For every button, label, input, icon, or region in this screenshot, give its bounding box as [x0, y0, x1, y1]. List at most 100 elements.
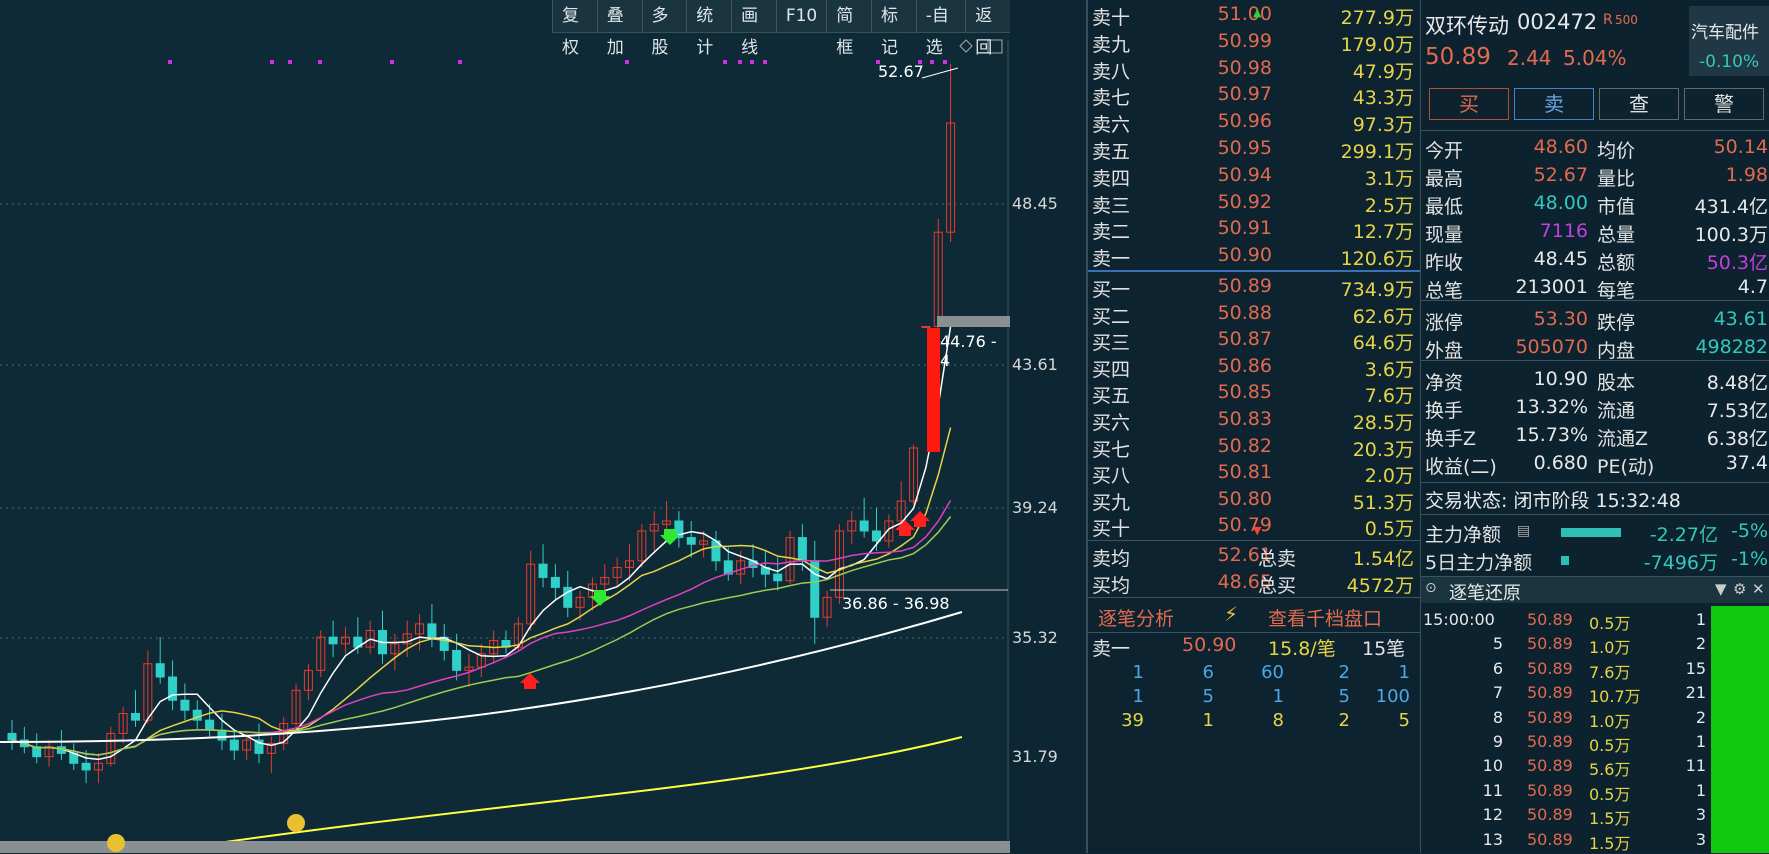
filter-icon[interactable]: ▼: [1715, 580, 1727, 598]
ask-row[interactable]: 卖五 50.95 299.1万: [1088, 135, 1420, 163]
ticks-title: 逐笔还原: [1449, 583, 1521, 604]
quote-value: 48.60: [1533, 136, 1588, 158]
kline-canvas[interactable]: [0, 0, 1010, 853]
level-label: 买五: [1092, 385, 1131, 408]
quote-row: 净资 10.90 股本 8.48亿: [1421, 366, 1769, 394]
flow-pct: -5%: [1731, 520, 1768, 542]
ask-row[interactable]: 卖一 50.90 120.6万: [1088, 242, 1420, 270]
ask-row[interactable]: 卖六 50.96 97.3万: [1088, 108, 1420, 136]
candle-body: [44, 746, 54, 758]
tick-price: 50.89: [1527, 610, 1573, 629]
bid-row[interactable]: 买九 50.80 51.3万: [1088, 486, 1420, 514]
tick-price: 50.89: [1527, 805, 1573, 825]
buy-button[interactable]: 买: [1429, 88, 1509, 120]
tick-time: 12: [1482, 805, 1503, 825]
candle-body: [155, 663, 165, 678]
bid-row[interactable]: 买十 50.79 0.5万: [1088, 512, 1420, 540]
ask-row[interactable]: 卖八 50.98 47.9万: [1088, 55, 1420, 83]
toolbar-button-9[interactable]: 返回: [965, 0, 1010, 58]
candle-body: [180, 699, 190, 711]
divider: [1421, 300, 1769, 301]
toolbar-button-4[interactable]: 画线: [731, 0, 776, 58]
toolbar-button-5[interactable]: F10: [775, 0, 826, 32]
level-volume: 47.9万: [1352, 60, 1414, 83]
sell-button[interactable]: 卖: [1514, 88, 1594, 120]
tick-time: 6: [1492, 658, 1503, 678]
candle-body: [291, 689, 301, 724]
ask-row[interactable]: 卖二 50.91 12.7万: [1088, 215, 1420, 243]
sell1-price: 50.90: [1182, 634, 1237, 656]
level-label: 卖九: [1092, 33, 1131, 56]
bid-row[interactable]: 买八 50.81 2.0万: [1088, 459, 1420, 487]
quote-value: 505070: [1515, 336, 1588, 358]
toolbar-button-8[interactable]: -自选: [915, 0, 965, 58]
candle-body: [81, 762, 91, 771]
quote-value: 6.38亿: [1706, 428, 1768, 450]
alert-button[interactable]: 警: [1684, 88, 1764, 120]
quote-label: PE(动): [1597, 456, 1655, 478]
ask-row[interactable]: 卖十 51.00 277.9万: [1088, 1, 1420, 29]
candle-body: [872, 530, 881, 542]
tab-tick-analysis[interactable]: 逐笔分析: [1098, 608, 1175, 630]
candle-body: [427, 623, 437, 638]
tick-volume: 7.6万: [1589, 662, 1631, 682]
tick-price: 50.89: [1527, 707, 1573, 727]
ask-row[interactable]: 卖七 50.97 43.3万: [1088, 81, 1420, 109]
tick-count: 2: [1695, 707, 1706, 727]
candle-body: [686, 537, 696, 545]
tick-price: 50.89: [1527, 732, 1573, 751]
bid-row[interactable]: 买一 50.89 734.9万: [1088, 273, 1420, 301]
signal-dot: [876, 60, 880, 64]
candle-body: [847, 520, 857, 532]
quote-label: 昨收: [1425, 252, 1464, 274]
bid-row[interactable]: 买七 50.82 20.3万: [1088, 433, 1420, 461]
stock-tag: R: [1603, 12, 1613, 28]
tick-price: 50.89: [1527, 829, 1573, 849]
level-price: 50.95: [1217, 137, 1272, 159]
tab-depth-view[interactable]: 查看千档盘口: [1268, 608, 1383, 630]
gear-icon[interactable]: ⚙: [1733, 580, 1747, 598]
sector-box[interactable]: 汽车配件 -0.10%: [1689, 6, 1769, 76]
kline-chart[interactable]: 复权 叠加 多股 统计 画线 F10 简框 标记 -自选 返回 52.67 44.76 - 4 36.…: [0, 0, 1010, 853]
toolbar-button-1[interactable]: 叠加: [596, 0, 642, 58]
sell1-detail-row: 卖一 50.90 15.8/笔 15笔: [1092, 634, 1418, 660]
level-label: 卖四: [1092, 167, 1131, 190]
quote-value: 15.73%: [1515, 424, 1588, 446]
candle-body: [402, 633, 412, 645]
ticks-header: ⊙ 逐笔还原 ▼ ⚙ ✕: [1421, 577, 1769, 604]
order-size-cell: 5: [1202, 686, 1214, 707]
candle-body: [550, 576, 560, 588]
ask-row[interactable]: 卖三 50.92 2.5万: [1088, 189, 1420, 217]
order-size-cell: 8: [1272, 710, 1284, 731]
toolbar-button-3[interactable]: 统计: [686, 0, 731, 58]
signal-dot: [288, 60, 292, 64]
stock-tag-number: 500: [1615, 13, 1638, 27]
bid-row[interactable]: 买三 50.87 64.6万: [1088, 326, 1420, 354]
ma120-line: [149, 736, 963, 853]
level-volume: 2.5万: [1364, 194, 1414, 217]
toolbar-button-0[interactable]: 复权: [552, 0, 597, 58]
money-flow-row: 5日主力净额 -7496万 -1%: [1421, 546, 1769, 574]
level-price: 50.88: [1217, 301, 1272, 324]
tick-volume: 0.5万: [1589, 614, 1631, 633]
quote-value: 431.4亿: [1694, 196, 1768, 218]
toolbar-button-7[interactable]: 标记: [871, 0, 916, 58]
tick-price: 50.89: [1527, 683, 1573, 703]
ask-row[interactable]: 卖四 50.94 3.1万: [1088, 162, 1420, 190]
close-icon[interactable]: ✕: [1752, 580, 1765, 598]
order-book: 卖十 51.00 277.9万 卖九 50.99 179.0万 卖八 50.98 47.9万 卖七…: [1086, 0, 1420, 853]
level-price: 50.80: [1217, 487, 1272, 510]
bid-row[interactable]: 买六 50.83 28.5万: [1088, 406, 1420, 434]
table-icon[interactable]: ▤: [1517, 523, 1531, 539]
bid-row[interactable]: 买二 50.88 62.6万: [1088, 300, 1420, 328]
toolbar-button-6[interactable]: 简框: [826, 0, 871, 58]
toolbar-button-2[interactable]: 多股: [641, 0, 687, 58]
bid-row[interactable]: 买五 50.85 7.6万: [1088, 379, 1420, 408]
bid-row[interactable]: 买四 50.86 3.6万: [1088, 353, 1420, 381]
ask-row[interactable]: 卖九 50.99 179.0万: [1088, 28, 1420, 56]
quote-value: 4.7: [1737, 276, 1768, 298]
query-button[interactable]: 查: [1599, 88, 1679, 120]
signal-dot: [918, 60, 922, 64]
tick-volume: 10.7万: [1589, 687, 1641, 707]
collapse-icon[interactable]: ⊙: [1425, 580, 1437, 596]
